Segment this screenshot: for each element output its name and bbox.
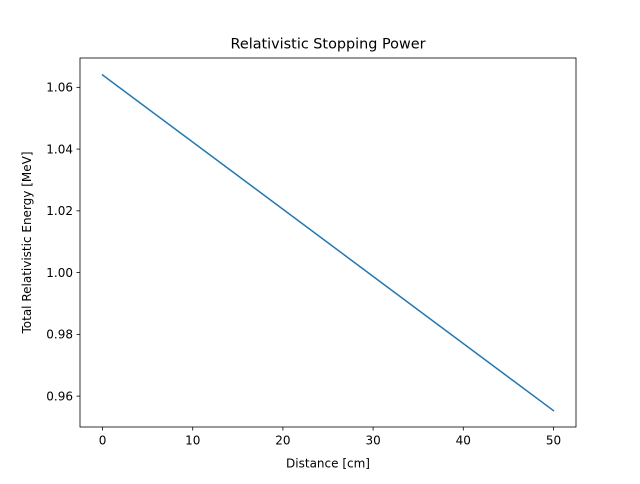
y-axis-label: Total Relativistic Energy [MeV] (20, 151, 34, 334)
x-axis-label: Distance [cm] (286, 457, 370, 471)
x-axis-ticks: 0 10 20 30 40 50 (99, 427, 561, 448)
y-tick-label: 1.02 (46, 204, 73, 218)
series-layer (101, 73, 555, 412)
x-tick-label: 20 (275, 434, 290, 448)
y-tick-label: 1.00 (46, 266, 73, 280)
x-tick-label: 40 (456, 434, 471, 448)
x-tick-label: 10 (185, 434, 200, 448)
y-tick-label: 1.04 (46, 142, 73, 156)
x-tick-label: 50 (546, 434, 561, 448)
x-tick-label: 0 (99, 434, 107, 448)
x-tick-label: 30 (365, 434, 380, 448)
plot-area-frame (79, 57, 577, 428)
y-tick-label: 1.06 (46, 81, 73, 95)
y-tick-label: 0.98 (46, 328, 73, 342)
chart-title: Relativistic Stopping Power (231, 37, 426, 53)
y-tick-label: 0.96 (46, 389, 73, 403)
y-axis-ticks: 0.96 0.98 1.00 1.02 1.04 1.06 (46, 81, 80, 403)
series-line (101, 73, 555, 412)
